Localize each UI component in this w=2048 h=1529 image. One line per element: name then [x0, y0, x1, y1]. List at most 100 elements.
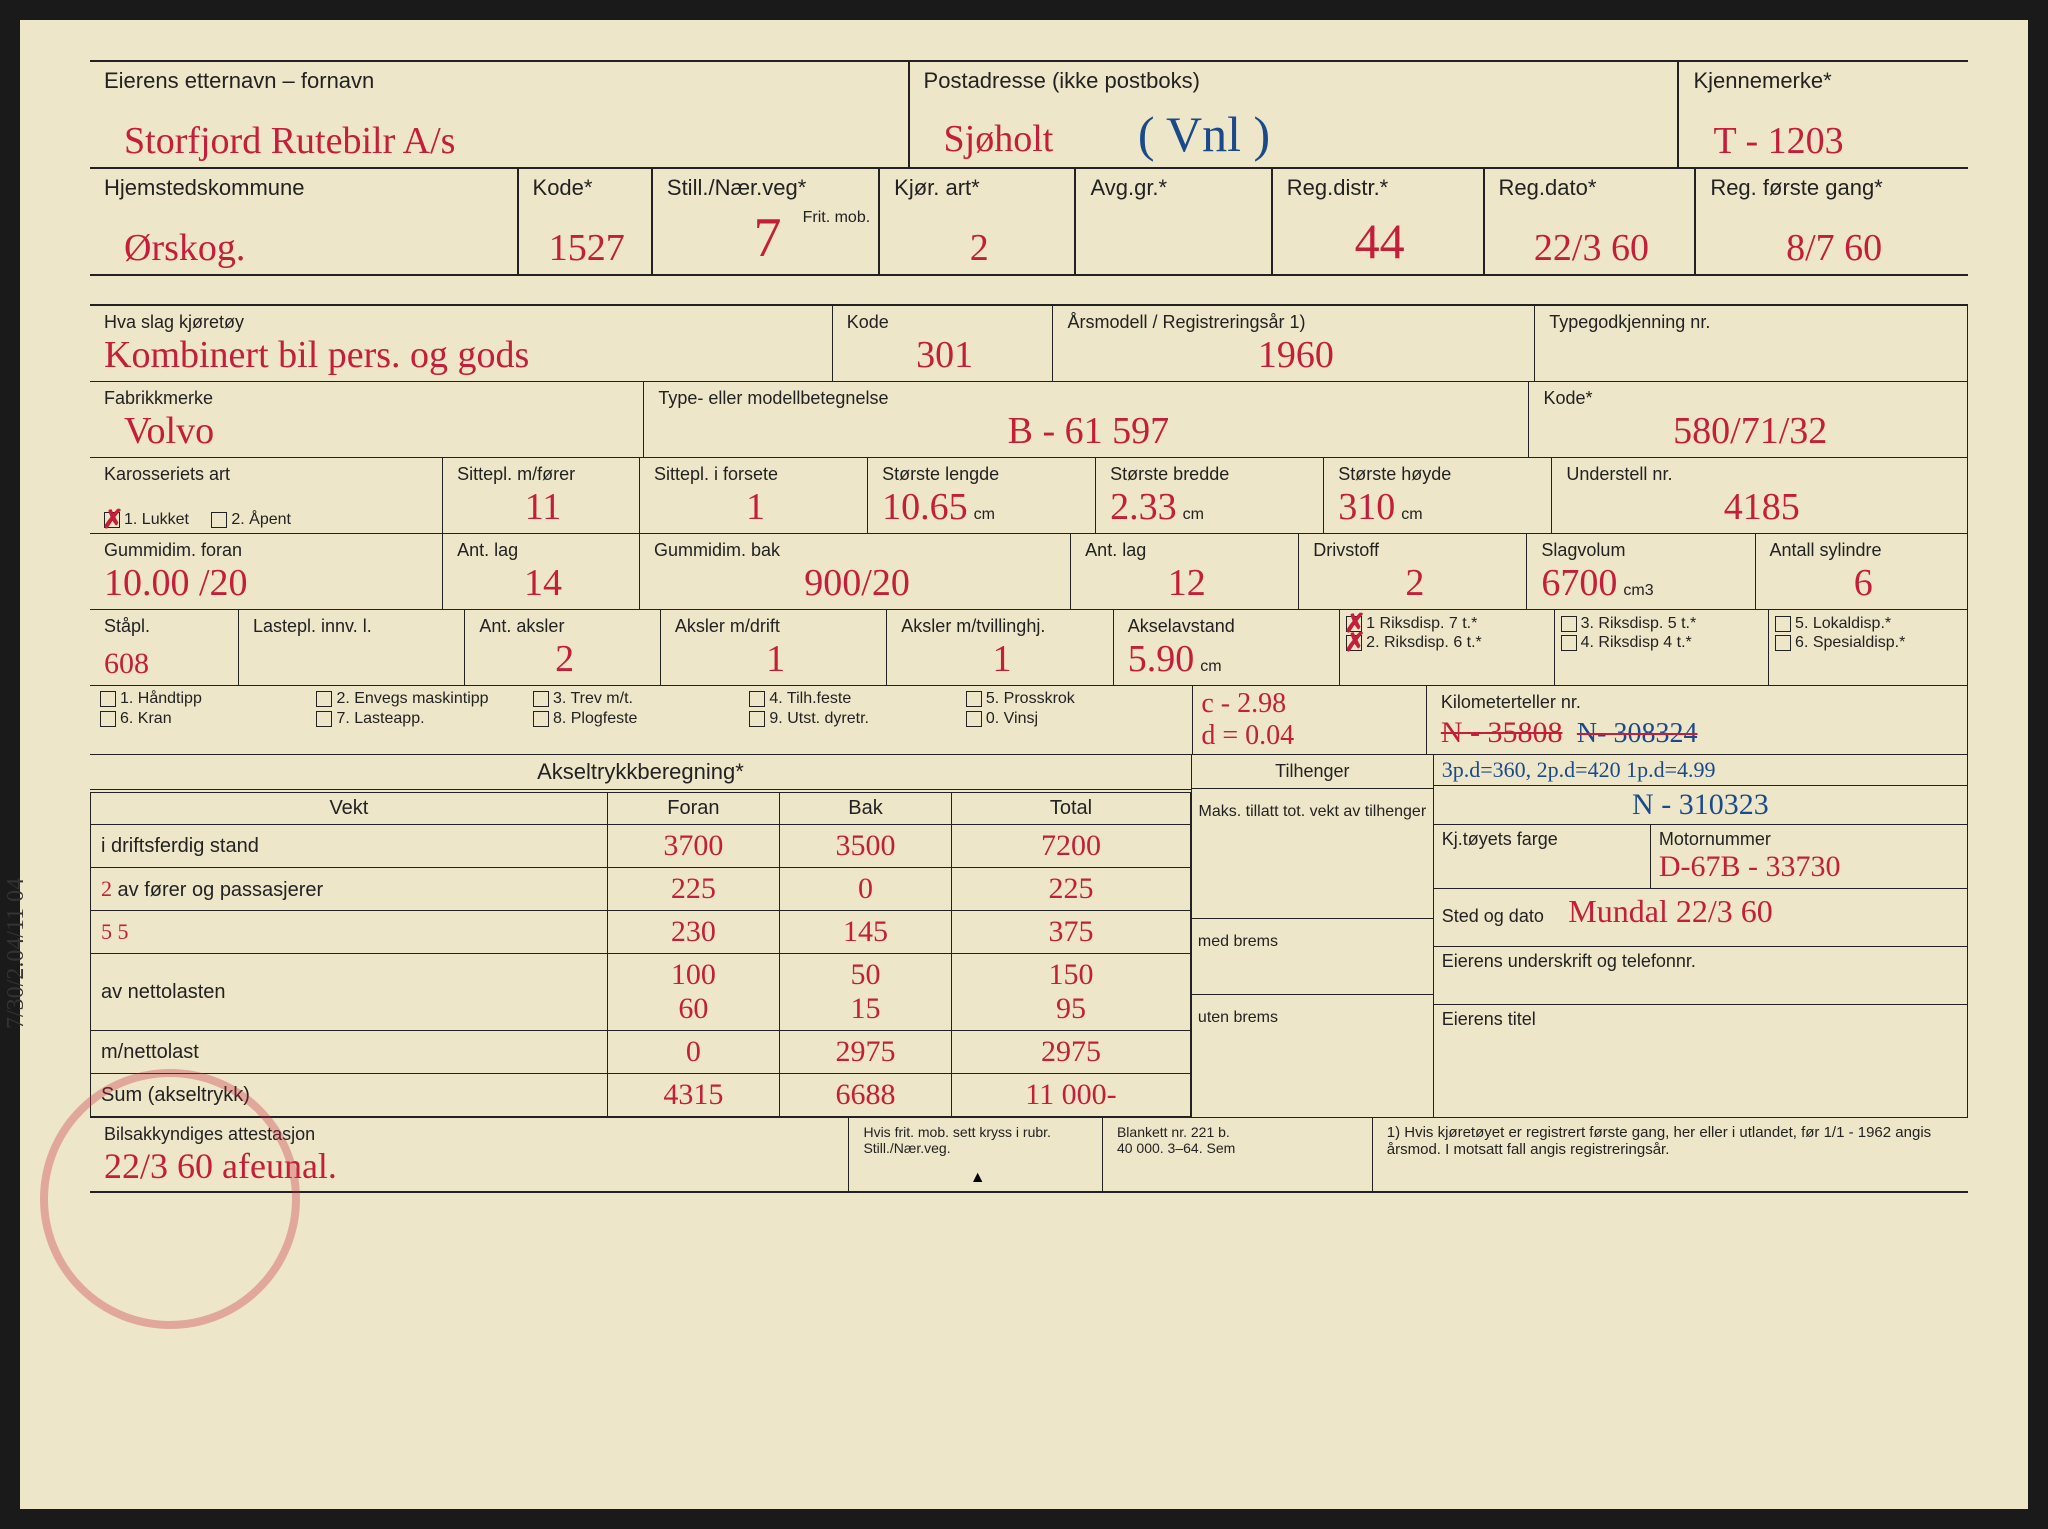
equip-option: 1. Håndtipp [100, 690, 298, 708]
akselavstand-value: 5.90 [1128, 638, 1195, 680]
cm-unit: cm [968, 506, 995, 523]
understell-label: Understell nr. [1566, 464, 1957, 485]
axle-col-header: Bak [779, 793, 951, 825]
slag-label: Hva slag kjøretøy [104, 312, 822, 333]
stapl-cell: Ståpl. 608 [90, 610, 239, 685]
kode4-cell: Kode* 580/71/32 [1529, 382, 1968, 457]
kode-cell: Kode* 1527 [519, 169, 653, 274]
equip-option: 5. Prosskrok [966, 690, 1164, 708]
disp-option: 1 Riksdisp. 7 t.* [1346, 615, 1547, 633]
main-block: Hva slag kjøretøy Kombinert bil pers. og… [90, 304, 1968, 1193]
disp-option: 2. Riksdisp. 6 t.* [1346, 634, 1547, 652]
under-label: Eierens underskrift og telefonnr. [1442, 951, 1696, 971]
sittepl-f-label: Sittepl. i forsete [654, 464, 857, 485]
akslertvill-label: Aksler m/tvillinghj. [901, 616, 1102, 637]
kode4-value: 580/71/32 [1543, 409, 1957, 453]
axle-row: m/nettolast029752975 [91, 1031, 1191, 1074]
bredde-label: Største bredde [1110, 464, 1313, 485]
antlag1-label: Ant. lag [457, 540, 629, 561]
disp1-cell: 1 Riksdisp. 7 t.*2. Riksdisp. 6 t.* [1340, 610, 1554, 685]
fabrikk-value: Volvo [104, 409, 633, 453]
stapl-label: Ståpl. [104, 616, 228, 637]
slagvolum-value: 6700 [1541, 562, 1617, 604]
akslertvill-cell: Aksler m/tvillinghj. 1 [887, 610, 1113, 685]
plate-label: Kjennemerke* [1693, 68, 1958, 94]
aar-cell: Årsmodell / Registreringsår 1) 1960 [1053, 306, 1535, 381]
fabrikk-label: Fabrikkmerke [104, 388, 633, 409]
post-value: Sjøholt [924, 118, 1054, 160]
kode-value: 1527 [533, 226, 641, 270]
equip-option: 8. Plogfeste [533, 710, 731, 728]
hvis-label: Hvis frit. mob. sett kryss i rubr. Still… [863, 1124, 1092, 1156]
sittepl-m-cell: Sittepl. m/fører 11 [443, 458, 640, 533]
understell-cell: Understell nr. 4185 [1552, 458, 1968, 533]
hoyde-value: 310 [1338, 486, 1395, 528]
equip-option: 9. Utst. dyretr. [749, 710, 947, 728]
disp3-cell: 5. Lokaldisp.*6. Spesialdisp.* [1769, 610, 1968, 685]
tilh-lbl2: med brems [1192, 919, 1433, 995]
aar-label: Årsmodell / Registreringsår 1) [1067, 312, 1524, 333]
plate-value: T - 1203 [1693, 119, 1958, 163]
regforste-label: Reg. første gang* [1710, 175, 1958, 201]
note1-cell: 1) Hvis kjøretøyet er registrert første … [1373, 1118, 1968, 1191]
disp-option: 5. Lokaldisp.* [1775, 615, 1961, 633]
regforste-value: 8/7 60 [1710, 226, 1958, 270]
km-label: Kilometerteller nr. [1441, 692, 1957, 713]
akselavstand-label: Akselavstand [1128, 616, 1329, 637]
sylindre-label: Antall sylindre [1770, 540, 1957, 561]
fabrikk-cell: Fabrikkmerke Volvo [90, 382, 644, 457]
lastepl-label: Lastepl. innv. l. [253, 616, 454, 637]
hoyde-label: Største høyde [1338, 464, 1541, 485]
antlag2-value: 12 [1085, 561, 1288, 605]
kode3-value: 301 [847, 333, 1043, 377]
understell-value: 4185 [1566, 485, 1957, 529]
kode-label: Kode* [533, 175, 641, 201]
type-cell: Type- eller modellbetegnelse B - 61 597 [644, 382, 1529, 457]
disp-option: 3. Riksdisp. 5 t.* [1561, 615, 1762, 633]
km-cell: Kilometerteller nr. N - 35808 N- 308324 [1427, 686, 1968, 754]
kommune-label: Hjemstedskommune [104, 175, 507, 201]
titel-label: Eierens titel [1442, 1009, 1536, 1029]
gummib-value: 900/20 [654, 561, 1060, 605]
post-note: ( Vnl ) [1138, 106, 1270, 162]
bredde-value: 2.33 [1110, 486, 1177, 528]
axle-row: 5 5 230145375 [91, 911, 1191, 954]
sylindre-value: 6 [1770, 561, 1957, 605]
c-value: c - 2.98 [1201, 688, 1417, 720]
owner-value: Storfjord Rutebilr A/s [104, 119, 898, 163]
slagvolum-cell: Slagvolum 6700cm3 [1527, 534, 1755, 609]
km-value-new: N - 310323 [1434, 786, 1967, 824]
post-cell: Postadresse (ikke postboks) Sjøholt ( Vn… [910, 62, 1680, 167]
lengde-value: 10.65 [882, 486, 968, 528]
km-value-old: N - 35808 [1441, 716, 1563, 749]
antlag1-cell: Ant. lag 14 [443, 534, 640, 609]
axle-col-header: Vekt [91, 793, 608, 825]
kjor-label: Kjør. art* [894, 175, 1064, 201]
kaross-opt1: 1. Lukket [104, 511, 189, 529]
slag-cell: Hva slag kjøretøy Kombinert bil pers. og… [90, 306, 833, 381]
equip-option: 0. Vinsj [966, 710, 1164, 728]
sted-value: Mundal 22/3 60 [1568, 893, 1772, 929]
sittepl-f-cell: Sittepl. i forsete 1 [640, 458, 868, 533]
sted-label: Sted og dato [1442, 906, 1544, 926]
frit-label: Frit. mob. [803, 209, 871, 227]
axle-title: Akseltrykkberegning* [90, 755, 1191, 790]
axle-col-header: Total [952, 793, 1191, 825]
owner-cell: Eierens etternavn – fornavn Storfjord Ru… [90, 62, 910, 167]
drivstoff-cell: Drivstoff 2 [1299, 534, 1527, 609]
blue-notes: 3p.d=360, 2p.d=420 1p.d=4.99 [1434, 755, 1967, 786]
axle-row: av nettolasten100 6050 15150 95 [91, 954, 1191, 1031]
aar-value: 1960 [1067, 333, 1524, 377]
d-value: d = 0.04 [1201, 720, 1417, 752]
hoyde-cell: Største høyde 310cm [1324, 458, 1552, 533]
slag-value: Kombinert bil pers. og gods [104, 333, 822, 377]
note1-text: 1) Hvis kjøretøyet er registrert første … [1387, 1124, 1958, 1158]
regdistr-label: Reg.distr.* [1287, 175, 1473, 201]
gummif-cell: Gummidim. foran 10.00 /20 [90, 534, 443, 609]
regdistr-cell: Reg.distr.* 44 [1273, 169, 1485, 274]
axle-block: Akseltrykkberegning* VektForanBakTotal i… [90, 755, 1192, 1117]
kjor-value: 2 [894, 226, 1064, 270]
tilh-col-label: Tilhenger [1192, 755, 1433, 789]
cm3-unit: cm3 [1617, 582, 1653, 599]
lastepl-cell: Lastepl. innv. l. [239, 610, 465, 685]
